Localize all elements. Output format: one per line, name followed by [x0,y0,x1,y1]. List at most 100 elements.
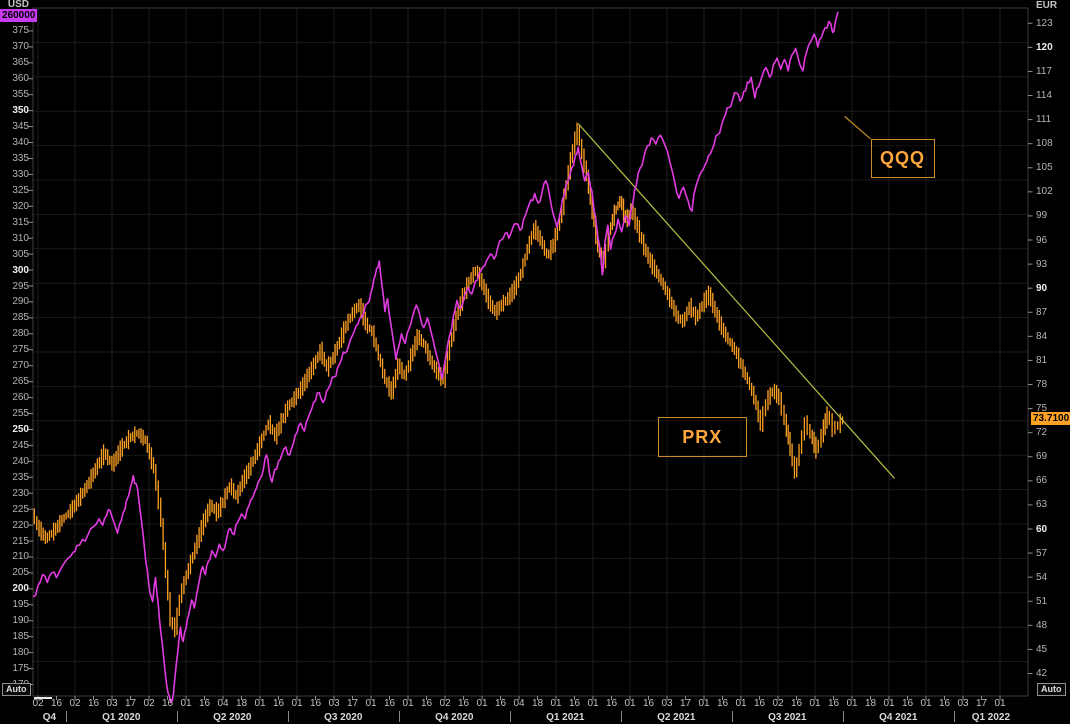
day-tick-label: 02 [439,698,451,709]
x-axis-quarter-labels: Q4 2019 Q1 2020 Q2 2020 Q3 2020 Q4 2020 Q1 20… [0,710,1070,724]
day-tick-label: 16 [494,698,507,709]
usd-tick-label: 250 [12,423,29,435]
day-tick-label: 16 [420,698,433,709]
prx-trend-line[interactable] [577,123,895,479]
day-tick-label: 01 [402,698,414,709]
right-axis-auto-button[interactable]: Auto [1037,683,1066,696]
prx-annotation-label: PRX [682,426,723,447]
quarter-separator [65,711,67,722]
eur-tick-label: 81 [1036,354,1048,366]
plot-border [32,7,1029,697]
day-tick-label: 01 [883,698,895,709]
usd-tick-label: 320 [12,200,29,212]
usd-tick-label: 235 [12,471,29,483]
eur-tick-label: 87 [1036,306,1048,318]
usd-tick-label: 345 [12,121,29,133]
quarter-label: Q4 2019 [42,712,57,723]
day-tick-label: 02 [69,698,81,709]
day-tick-label: 01 [920,698,932,709]
usd-tick-label: 290 [12,296,29,308]
usd-tick-label: 370 [12,41,29,53]
day-tick-label: 01 [735,698,747,709]
day-tick-label: 01 [587,698,599,709]
right-axis-title: EUR [1036,0,1058,11]
left-axis-auto-button[interactable]: Auto [2,683,31,696]
eur-tick-label: 75 [1036,403,1048,415]
eur-tick-label: 111 [1036,114,1052,126]
day-tick-label: 01 [698,698,710,709]
qqq-annotation-box[interactable]: QQQ [870,138,935,178]
day-tick-label: 16 [50,698,63,709]
usd-tick-label: 225 [12,503,29,515]
eur-tick-label: 114 [1036,90,1052,101]
eur-tick-label: 57 [1036,547,1048,559]
eur-tick-label: 96 [1036,234,1048,246]
eur-tick-label: 45 [1036,643,1048,655]
quarter-separator [398,711,400,722]
usd-tick-label: 215 [12,535,29,547]
usd-tick-label: 255 [12,408,29,420]
usd-tick-label: 185 [12,631,29,643]
eur-tick-label: 120 [1036,41,1053,53]
eur-tick-label: 90 [1036,282,1048,294]
usd-tick-label: 220 [12,519,29,531]
eur-tick-label: 51 [1036,595,1048,607]
day-tick-label: 16 [827,698,840,709]
eur-tick-label: 117 [1036,65,1052,77]
day-tick-label: 16 [457,698,470,709]
quarter-separator [731,711,733,722]
quarter-label: Q4 2021 [879,712,918,723]
usd-tick-label: 195 [12,599,29,611]
usd-tick-label: 315 [12,216,29,228]
prx-bar-series [33,122,844,638]
day-tick-label: 16 [198,698,211,709]
quarter-label: Q3 2020 [324,712,363,723]
usd-tick-label: 275 [12,344,29,356]
usd-tick-label: 260 [12,392,29,404]
usd-tick-label: 310 [12,232,29,244]
usd-tick-label: 350 [12,105,29,117]
eur-tick-label: 42 [1036,668,1048,680]
qqq-callout-line [844,115,871,140]
usd-tick-label: 240 [12,455,29,467]
usd-tick-label: 295 [12,280,29,292]
day-tick-label: 17 [975,698,988,709]
usd-tick-label: 190 [12,615,29,627]
usd-tick-label: 280 [12,328,29,340]
day-tick-label: 18 [235,698,248,709]
prx-annotation-box[interactable]: PRX [657,417,747,458]
day-tick-label: 01 [254,698,266,709]
eur-tick-label: 60 [1036,523,1048,535]
day-tick-label: 02 [772,698,784,709]
day-tick-label: 16 [753,698,766,709]
eur-tick-label: 105 [1036,162,1053,174]
day-tick-label: 17 [346,698,359,709]
quarter-label: Q4 2020 [435,712,474,723]
day-tick-label: 16 [568,698,581,709]
usd-tick-label: 330 [12,168,29,180]
usd-tick-label: 210 [12,551,29,563]
eur-tick-label: 48 [1036,619,1048,631]
day-tick-label: 03 [957,698,969,709]
quarter-label: Q3 2021 [768,712,807,723]
day-tick-label: 17 [124,698,137,709]
day-tick-label: 03 [328,698,340,709]
eur-tick-label: 108 [1036,138,1053,150]
day-tick-label: 16 [383,698,396,709]
usd-tick-label: 200 [12,583,29,595]
day-tick-label: 16 [605,698,618,709]
qqq-last-price-label: 260000 [0,9,38,22]
usd-tick-label: 365 [12,57,29,69]
quarter-separator [842,711,844,722]
quarter-label: Q1 2020 [102,712,141,723]
usd-tick-label: 335 [12,152,29,164]
day-tick-label: 16 [161,698,174,709]
day-tick-label: 16 [87,698,100,709]
day-tick-label: 16 [938,698,951,709]
day-tick-label: 01 [550,698,562,709]
quarter-separator [176,711,178,722]
usd-tick-label: 270 [12,360,29,372]
eur-tick-label: 102 [1036,186,1053,198]
